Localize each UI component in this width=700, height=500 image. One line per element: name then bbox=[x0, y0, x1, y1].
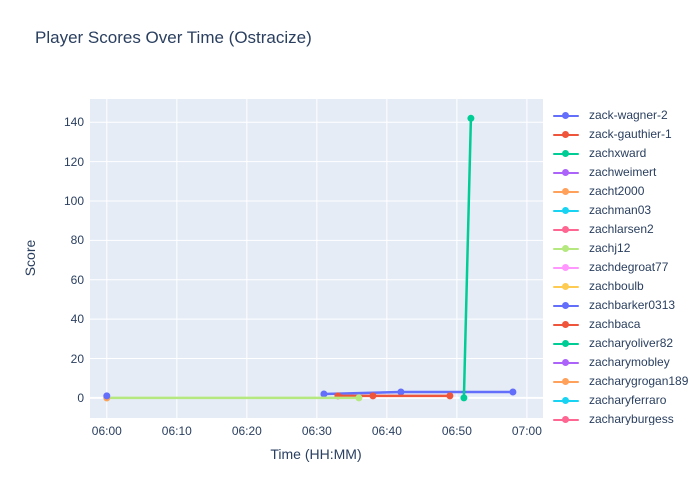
legend-item-zachj12[interactable]: zachj12 bbox=[551, 239, 699, 258]
legend-item-zachweimert[interactable]: zachweimert bbox=[551, 163, 699, 182]
legend-item-zacht2000[interactable]: zacht2000 bbox=[551, 182, 699, 201]
legend-item-zachxward[interactable]: zachxward bbox=[551, 144, 699, 163]
series-line-zachxward bbox=[462, 117, 473, 400]
x-tick-label: 06:20 bbox=[231, 424, 262, 438]
series-marker-zack-wagner-2 bbox=[320, 390, 328, 398]
y-tick-label: 80 bbox=[70, 233, 84, 248]
legend-item-zack-wagner-2[interactable]: zack-wagner-2 bbox=[551, 106, 699, 125]
x-tick-label: 06:50 bbox=[441, 424, 472, 438]
legend-label: zack-wagner-2 bbox=[589, 108, 668, 122]
series-marker-zachxward bbox=[467, 114, 475, 122]
series-marker-zack-gauthier-1 bbox=[446, 392, 454, 400]
legend-label: zachweimert bbox=[589, 165, 657, 179]
y-tick-label: 120 bbox=[63, 154, 84, 169]
legend-line-marker-icon bbox=[551, 391, 581, 410]
x-tick-label: 06:30 bbox=[301, 424, 332, 438]
legend-item-zacharygrogan189[interactable]: zacharygrogan189 bbox=[551, 372, 699, 391]
chart-title: Player Scores Over Time (Ostracize) bbox=[35, 28, 312, 47]
legend-label: zachxward bbox=[589, 146, 647, 160]
x-tick-label: 06:10 bbox=[161, 424, 192, 438]
legend-label: zacharyburgess bbox=[589, 412, 674, 425]
legend-label: zachman03 bbox=[589, 203, 652, 217]
legend-label: zachbaca bbox=[589, 317, 641, 331]
series-marker-zack-wagner-2 bbox=[397, 388, 405, 396]
legend-item-zacharymobley[interactable]: zacharymobley bbox=[551, 353, 699, 372]
y-axis-title: Score bbox=[22, 239, 38, 277]
legend-line-marker-icon bbox=[551, 220, 581, 239]
x-tick-label: 07:00 bbox=[511, 424, 542, 438]
legend-item-zachbaca[interactable]: zachbaca bbox=[551, 315, 699, 334]
series-marker-zachbarker0313 bbox=[103, 392, 111, 400]
series-marker-zack-wagner-2 bbox=[509, 388, 517, 396]
legend-line-marker-icon bbox=[551, 106, 581, 125]
legend-item-zachman03[interactable]: zachman03 bbox=[551, 201, 699, 220]
legend-item-zachbarker0313[interactable]: zachbarker0313 bbox=[551, 296, 699, 315]
legend-line-marker-icon bbox=[551, 315, 581, 334]
legend-label: zacharymobley bbox=[589, 355, 670, 369]
x-axis-title: Time (HH:MM) bbox=[270, 446, 362, 462]
series-marker-zack-gauthier-1 bbox=[369, 392, 377, 400]
legend-item-zachboulb[interactable]: zachboulb bbox=[551, 277, 699, 296]
legend-label: zachj12 bbox=[589, 241, 631, 255]
legend-item-zacharyburgess[interactable]: zacharyburgess bbox=[551, 410, 699, 425]
legend-item-zachlarsen2[interactable]: zachlarsen2 bbox=[551, 220, 699, 239]
legend-label: zack-gauthier-1 bbox=[589, 127, 672, 141]
y-tick-label: 140 bbox=[63, 115, 84, 130]
legend-line-marker-icon bbox=[551, 372, 581, 391]
legend-item-zack-gauthier-1[interactable]: zack-gauthier-1 bbox=[551, 125, 699, 144]
legend-line-marker-icon bbox=[551, 201, 581, 220]
series-marker-zachxward bbox=[460, 394, 468, 402]
legend-label: zachboulb bbox=[589, 279, 644, 293]
legend-label: zacharyoliver82 bbox=[589, 336, 674, 350]
legend-line-marker-icon bbox=[551, 239, 581, 258]
y-tick-label: 40 bbox=[70, 312, 84, 327]
legend-label: zacharygrogan189 bbox=[589, 374, 689, 388]
legend: zack-wagner-2 zack-gauthier-1 zachxward zac… bbox=[551, 106, 699, 425]
legend-line-marker-icon bbox=[551, 144, 581, 163]
y-tick-label: 100 bbox=[63, 194, 84, 208]
legend-label: zacht2000 bbox=[589, 184, 645, 198]
legend-item-zachdegroat77[interactable]: zachdegroat77 bbox=[551, 258, 699, 277]
legend-item-zacharyoliver82[interactable]: zacharyoliver82 bbox=[551, 334, 699, 353]
x-tick-label: 06:00 bbox=[91, 424, 122, 438]
y-tick-label: 20 bbox=[70, 351, 84, 366]
legend-label: zachlarsen2 bbox=[589, 222, 654, 236]
legend-label: zacharyferraro bbox=[589, 393, 667, 407]
series-marker-zachj12 bbox=[355, 394, 363, 402]
legend-line-marker-icon bbox=[551, 410, 581, 425]
legend-line-marker-icon bbox=[551, 258, 581, 277]
legend-line-marker-icon bbox=[551, 334, 581, 353]
x-tick-label: 06:40 bbox=[371, 424, 402, 438]
y-tick-label: 60 bbox=[70, 272, 84, 287]
legend-line-marker-icon bbox=[551, 296, 581, 315]
legend-item-zacharyferraro[interactable]: zacharyferraro bbox=[551, 391, 699, 410]
legend-line-marker-icon bbox=[551, 182, 581, 201]
y-tick-label: 0 bbox=[77, 390, 84, 405]
legend-label: zachbarker0313 bbox=[589, 298, 676, 312]
legend-label: zachdegroat77 bbox=[589, 260, 669, 274]
legend-line-marker-icon bbox=[551, 277, 581, 296]
legend-line-marker-icon bbox=[551, 125, 581, 144]
legend-line-marker-icon bbox=[551, 353, 581, 372]
legend-line-marker-icon bbox=[551, 163, 581, 182]
